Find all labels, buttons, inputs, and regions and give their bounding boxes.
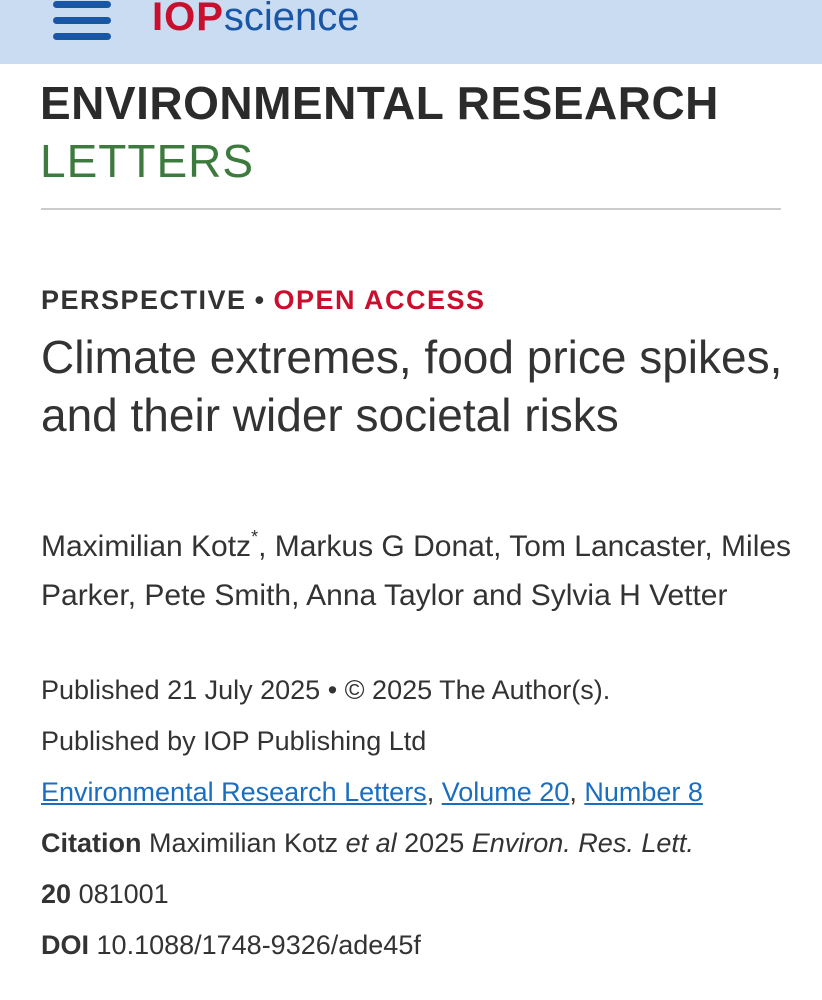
article-type: PERSPECTIVE: [41, 285, 247, 315]
logo-iop: IOP: [152, 0, 224, 39]
doi: DOI 10.1088/1748-9326/ade45f: [41, 928, 801, 962]
iopscience-logo[interactable]: IOPscience: [152, 0, 360, 40]
divider: [41, 208, 781, 210]
menu-line: [53, 33, 111, 40]
citation-authors: Maximilian Kotz: [149, 828, 339, 858]
journal-links: Environmental Research Letters, Volume 2…: [41, 775, 801, 809]
publication-date: Published 21 July 2025 • © 2025 The Auth…: [41, 675, 611, 705]
citation-continued: 20 081001: [41, 877, 801, 911]
journal-title: ENVIRONMENTAL RESEARCH: [40, 77, 719, 129]
open-access-badge: OPEN ACCESS: [273, 285, 486, 315]
menu-line: [53, 1, 111, 8]
corresponding-author-marker: *: [251, 527, 259, 547]
author-rest: , Markus G Donat, Tom Lancaster, Miles P…: [41, 530, 792, 612]
doi-value[interactable]: 10.1088/1748-9326/ade45f: [96, 930, 421, 960]
link-separator: ,: [426, 777, 435, 807]
citation-et-al: et al: [345, 828, 397, 858]
article-title: Climate extremes, food price spikes, and…: [41, 331, 783, 441]
citation-label: Citation: [41, 828, 142, 858]
doi-label: DOI: [41, 930, 90, 960]
journal-subtitle: LETTERS: [40, 135, 255, 187]
journal-link[interactable]: Environmental Research Letters: [41, 777, 427, 807]
author-list: Maximilian Kotz*, Markus G Donat, Tom La…: [41, 522, 801, 620]
author-first[interactable]: Maximilian Kotz: [41, 530, 252, 563]
top-bar: IOPscience: [0, 0, 822, 64]
bullet-separator: •: [254, 285, 266, 315]
article-type-line: PERSPECTIVE • OPEN ACCESS: [41, 284, 486, 316]
citation-year: 2025: [404, 828, 465, 858]
menu-line: [53, 17, 111, 24]
citation-volume: 20: [41, 879, 72, 909]
citation: Citation Maximilian Kotz et al 2025 Envi…: [41, 826, 801, 860]
link-separator: ,: [569, 777, 577, 807]
number-link[interactable]: Number 8: [584, 777, 703, 807]
hamburger-menu-icon[interactable]: [53, 0, 111, 46]
volume-link[interactable]: Volume 20: [441, 777, 570, 807]
logo-science: science: [223, 0, 360, 39]
citation-journal: Environ. Res. Lett.: [471, 828, 694, 858]
citation-article-number: 081001: [78, 879, 169, 909]
publisher: Published by IOP Publishing Ltd: [41, 726, 427, 756]
